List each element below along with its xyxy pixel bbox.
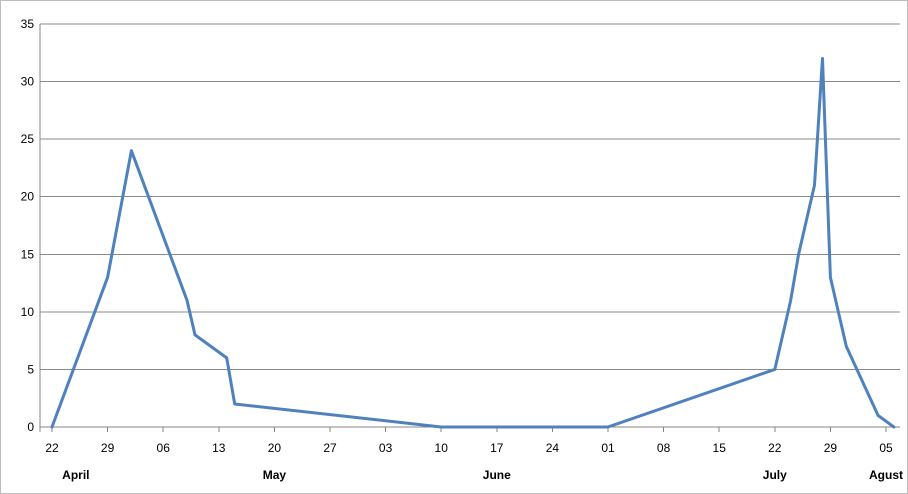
x-tick-label: 01 — [601, 441, 615, 455]
x-tick-label: 22 — [45, 441, 59, 455]
y-tick-label: 25 — [21, 132, 35, 146]
x-tick-label: 10 — [435, 441, 449, 455]
month-label: Agust — [869, 468, 903, 482]
month-label: June — [483, 468, 511, 482]
x-tick-label: 22 — [768, 441, 782, 455]
month-label: July — [763, 468, 787, 482]
x-tick-label: 03 — [379, 441, 393, 455]
month-label: April — [62, 468, 89, 482]
month-label: May — [263, 468, 287, 482]
y-tick-label: 10 — [21, 305, 35, 319]
series-line-0 — [50, 57, 896, 429]
x-tick-label: 06 — [157, 441, 171, 455]
series-layer — [50, 57, 896, 429]
y-tick-label: 5 — [27, 362, 34, 376]
x-tick-label: 24 — [546, 441, 560, 455]
x-tick-label: 15 — [713, 441, 727, 455]
y-tick-label: 35 — [21, 17, 35, 31]
x-tick-label: 29 — [101, 441, 115, 455]
x-tick-label: 20 — [268, 441, 282, 455]
x-tick-label: 17 — [490, 441, 504, 455]
x-tick-label: 08 — [657, 441, 671, 455]
x-tick-label: 27 — [323, 441, 337, 455]
y-tick-label: 0 — [27, 420, 34, 434]
x-tick-label: 29 — [824, 441, 838, 455]
x-axis-ticks: 22 29 06 13 20 27 03 10 17 24 01 08 15 22 29 05 — [45, 427, 893, 455]
y-axis-ticks: 0 5 10 15 20 25 30 35 — [21, 17, 35, 434]
y-tick-label: 15 — [21, 247, 35, 261]
month-labels: April May June July Agust — [62, 468, 903, 482]
x-tick-label: 13 — [212, 441, 226, 455]
x-tick-label: 05 — [879, 441, 893, 455]
y-tick-label: 20 — [21, 190, 35, 204]
gridlines — [39, 23, 900, 432]
y-tick-label: 30 — [21, 75, 35, 89]
